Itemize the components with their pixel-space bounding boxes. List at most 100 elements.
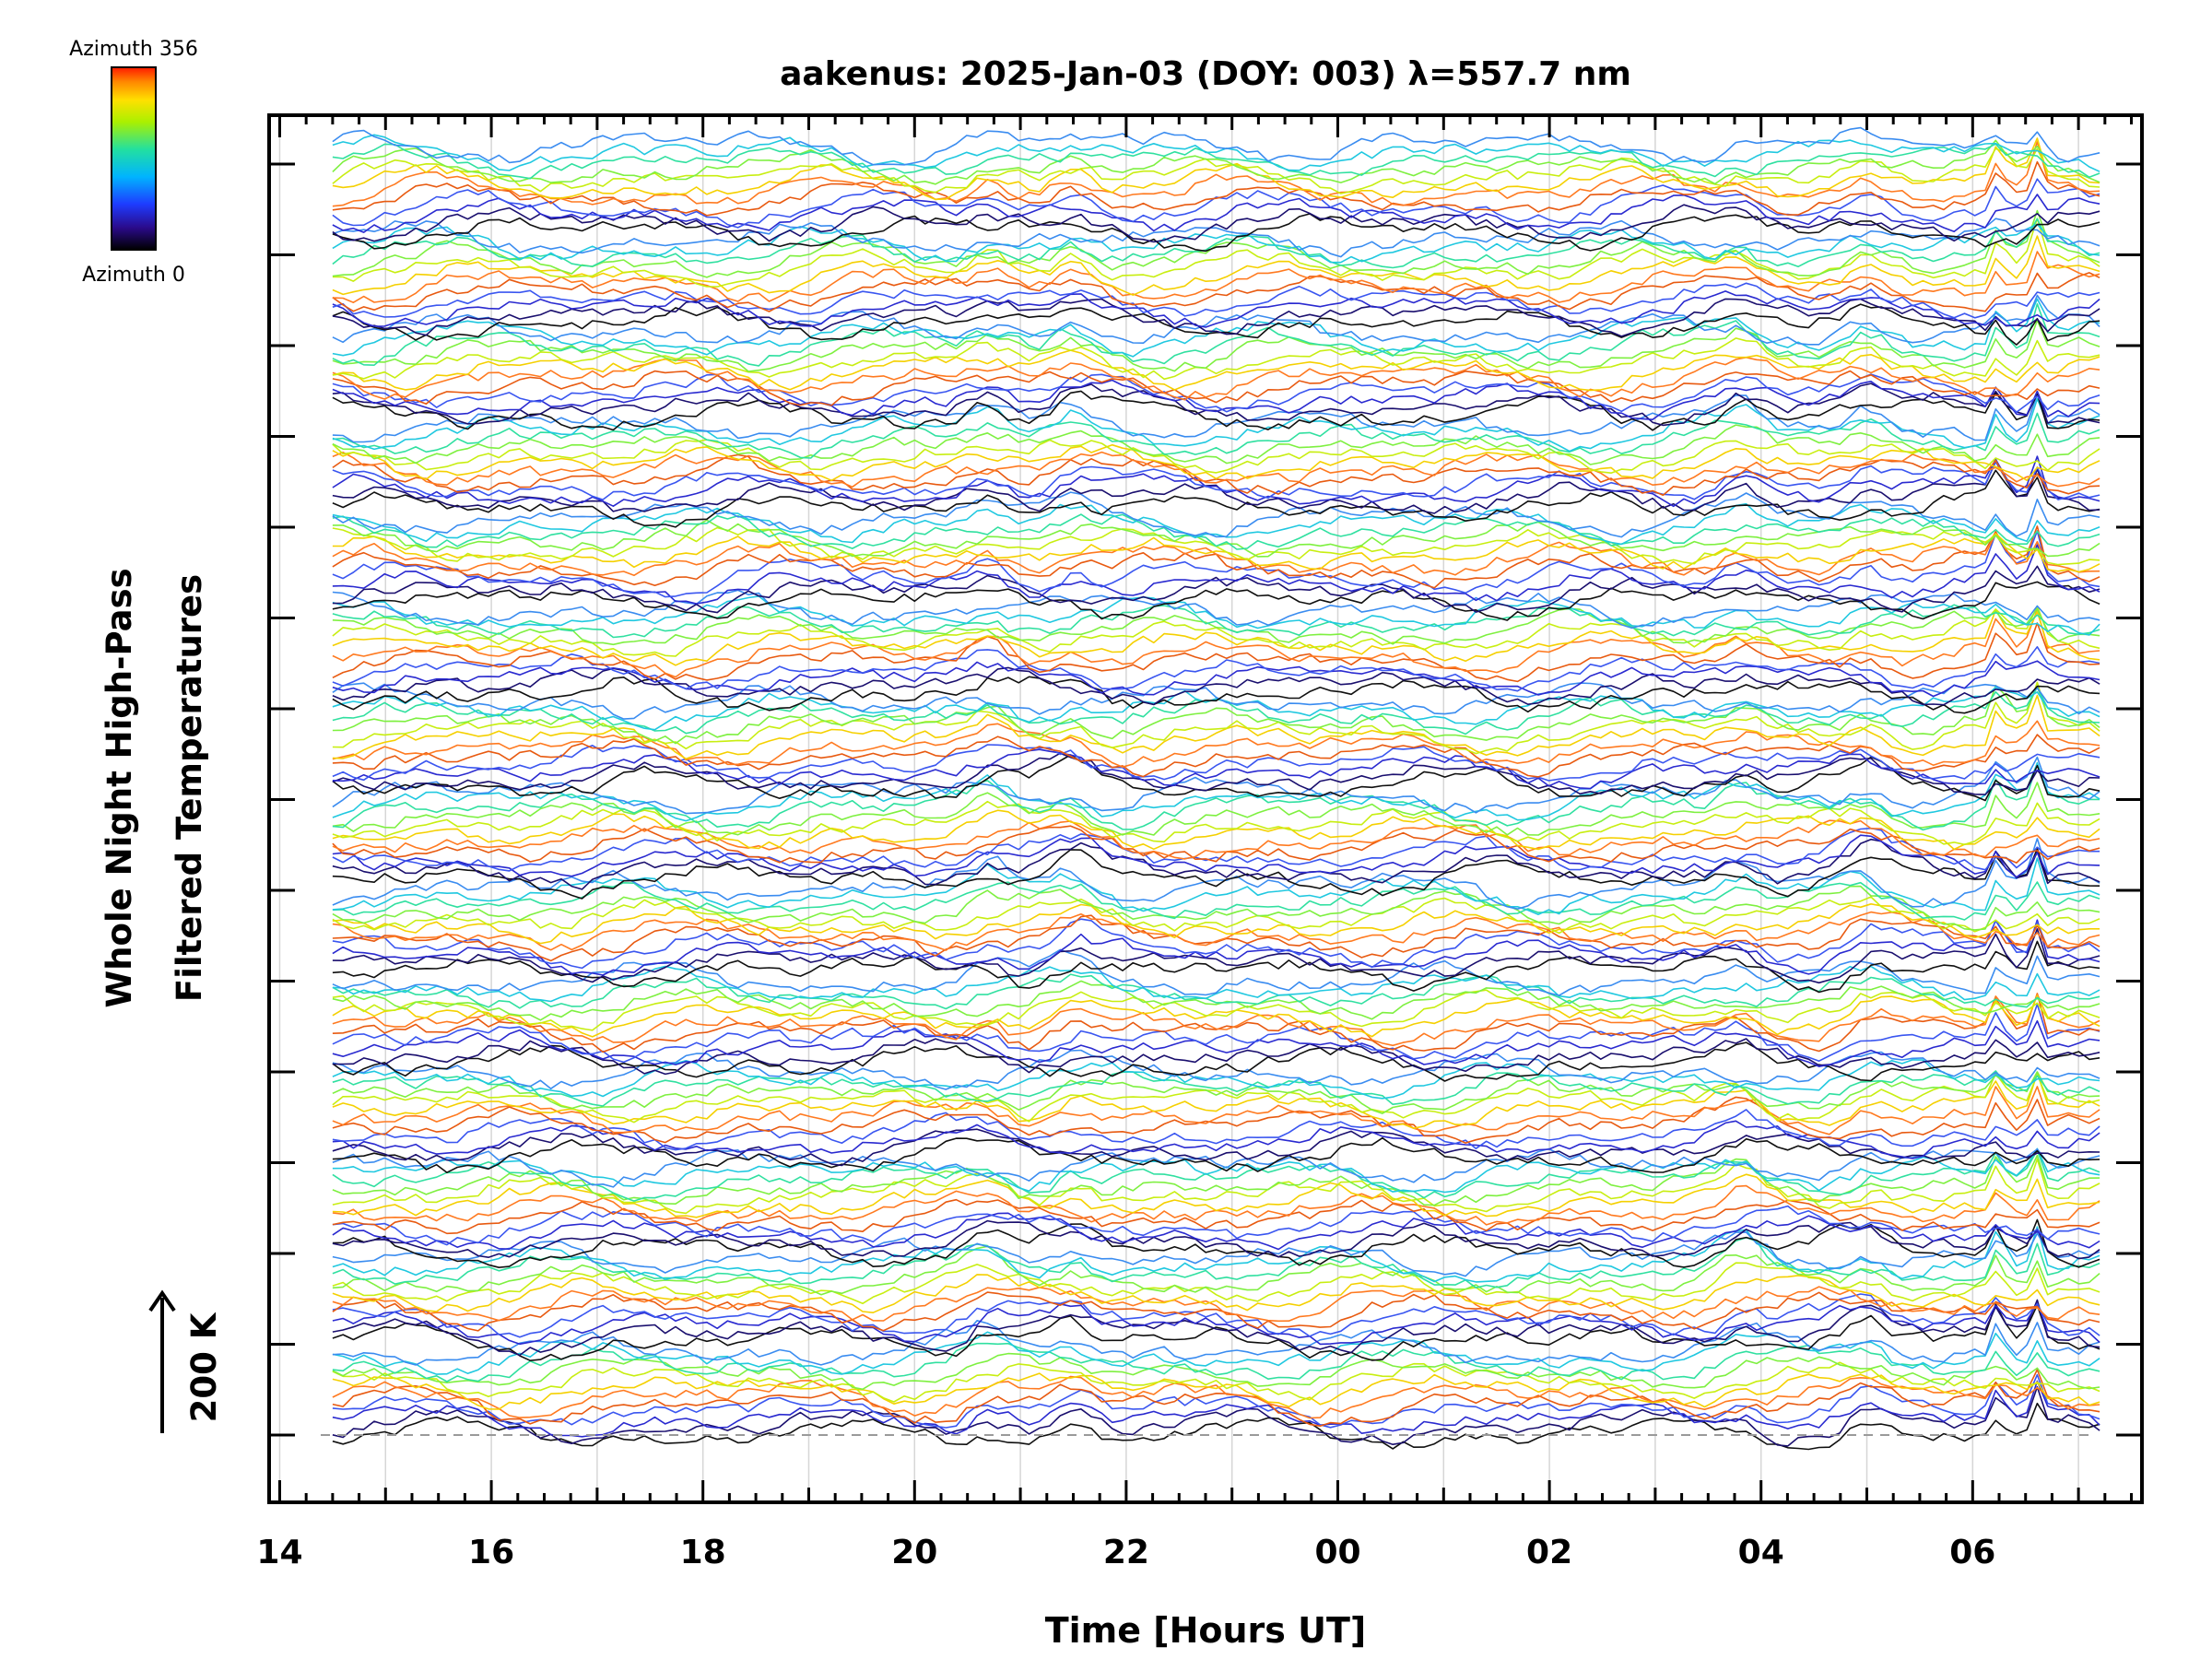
temperature-trace [332, 1072, 2100, 1129]
temperature-trace [332, 604, 2100, 639]
x-tick-label: 16 [468, 1534, 514, 1571]
temperature-trace [332, 218, 2100, 258]
temperature-trace [332, 178, 2100, 229]
temperature-trace [332, 681, 2100, 755]
temperature-trace [332, 1286, 2100, 1323]
temperature-trace [332, 533, 2100, 577]
temperature-trace [332, 294, 2100, 346]
temperature-trace [332, 734, 2100, 778]
temperature-trace [332, 825, 2100, 865]
temperature-trace [332, 1293, 2100, 1338]
temperature-trace [332, 834, 2100, 878]
temperature-trace [332, 756, 2100, 815]
temperature-trace [332, 1303, 2100, 1361]
temperature-trace [332, 896, 2100, 935]
temperature-trace [332, 607, 2100, 646]
temperature-trace [332, 1070, 2100, 1107]
temperature-trace [332, 1361, 2100, 1403]
temperature-trace [332, 838, 2100, 911]
temperature-trace [332, 608, 2100, 666]
temperature-trace [332, 282, 2100, 319]
temperature-trace [332, 847, 2100, 900]
temperature-trace [332, 143, 2100, 180]
temperature-trace [332, 1231, 2100, 1277]
temperature-trace [332, 204, 2100, 243]
temperature-trace [332, 1219, 2100, 1260]
temperature-trace [332, 530, 2100, 598]
temperature-trace [332, 502, 2100, 546]
temperature-trace [332, 209, 2100, 278]
temperature-trace [332, 1038, 2100, 1076]
temperature-trace [332, 827, 2100, 872]
temperature-trace [332, 948, 2100, 996]
temperature-trace [332, 1086, 2100, 1135]
temperature-trace [332, 141, 2100, 207]
temperature-trace [332, 881, 2100, 921]
temperature-trace [332, 160, 2100, 217]
temperature-trace [332, 1128, 2100, 1167]
temperature-trace [332, 213, 2100, 253]
temperature-trace [332, 319, 2100, 372]
temperature-trace [332, 1147, 2100, 1194]
temperature-trace [332, 1375, 2100, 1419]
temperature-trace [332, 1019, 2100, 1067]
temperature-trace [332, 1173, 2100, 1218]
x-tick-label: 02 [1526, 1534, 1572, 1571]
temperature-trace [332, 885, 2100, 931]
temperature-trace [332, 513, 2100, 550]
colorbar-bottom-label: Azimuth 0 [82, 264, 185, 287]
temperature-trace [332, 455, 2100, 508]
scale-indicator: 200 K [148, 1289, 224, 1433]
temperature-trace [332, 676, 2100, 714]
temperature-trace [332, 838, 2100, 890]
temperature-trace [332, 134, 2100, 172]
temperature-trace [332, 994, 2100, 1038]
temperature-trace [332, 940, 2100, 994]
temperature-trace [332, 379, 2100, 421]
temperature-trace [332, 589, 2100, 629]
temperature-trace [332, 272, 2100, 312]
temperature-trace [332, 684, 2100, 745]
temperature-trace [332, 439, 2100, 475]
temperature-trace [332, 682, 2100, 720]
temperature-trace [332, 918, 2100, 970]
temperature-trace [332, 1003, 2100, 1064]
temperature-trace [332, 686, 2100, 731]
x-tick-label: 18 [680, 1534, 726, 1571]
x-tick-label: 20 [891, 1534, 937, 1571]
temperature-trace [332, 126, 2100, 166]
y-axis-label-line1: Whole Night High-Pass [100, 568, 139, 1007]
temperature-trace [332, 1049, 2100, 1090]
temperature-trace [332, 1320, 2100, 1366]
temperature-trace [332, 581, 2100, 621]
temperature-trace [332, 443, 2100, 482]
temperature-trace [332, 460, 2100, 514]
temperature-trace [332, 1299, 2100, 1357]
temperature-trace [332, 1149, 2100, 1202]
temperature-trace [332, 1205, 2100, 1246]
temperature-trace [332, 370, 2100, 406]
temperature-trace [332, 1059, 2100, 1100]
x-tick-labels: 14 16 18 20 22 00 02 04 06 [256, 1534, 1995, 1571]
temperature-trace [332, 223, 2100, 264]
temperature-trace [332, 533, 2100, 573]
temperature-trace [332, 397, 2100, 453]
temperature-trace [332, 819, 2100, 860]
temperature-trace [332, 1372, 2100, 1410]
temperature-trace [332, 608, 2100, 678]
temperature-trace [332, 1226, 2100, 1283]
temperature-trace [332, 989, 2100, 1031]
temperature-trace [332, 303, 2100, 346]
temperature-trace [332, 1291, 2100, 1332]
temperature-trace [332, 754, 2100, 802]
temperature-trace [332, 337, 2100, 381]
temperature-trace [332, 902, 2100, 945]
temperature-trace [332, 1071, 2100, 1114]
temperature-trace [332, 965, 2100, 1003]
temperature-trace [332, 914, 2100, 962]
temperature-trace [332, 565, 2100, 614]
temperature-trace [332, 1385, 2100, 1447]
colorbar: Azimuth 356 Azimuth 0 [69, 38, 198, 287]
chart-title: aakenus: 2025-Jan-03 (DOY: 003) λ=557.7 … [780, 55, 1631, 93]
temperature-trace [332, 1147, 2100, 1188]
